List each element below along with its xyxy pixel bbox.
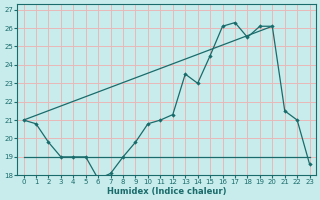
X-axis label: Humidex (Indice chaleur): Humidex (Indice chaleur) [107,187,226,196]
